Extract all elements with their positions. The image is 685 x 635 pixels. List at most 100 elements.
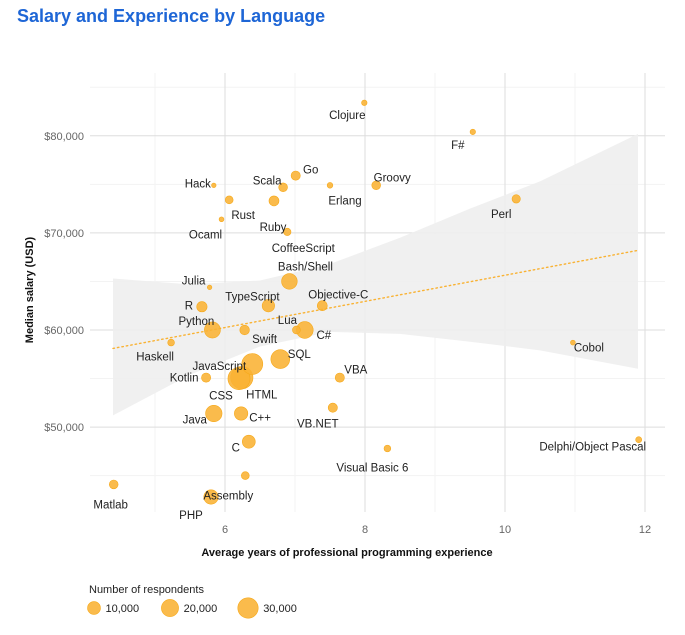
point-label: Julia [182, 275, 206, 287]
legend-label: 30,000 [263, 603, 297, 615]
tick-labels-layer: 6 8 10 12 $50,000 $60,000 $70,000 $80,000 [44, 131, 651, 536]
point-label: JavaScript [192, 361, 246, 373]
y-tick-label: $50,000 [44, 422, 84, 434]
point-delphi-object-pascal [635, 436, 643, 444]
point-labels-layer: Clojure F# Go Hack Scala Erlang Groovy Rust Perl… [93, 110, 646, 522]
point-matlab [108, 479, 119, 490]
point-coffeescript [283, 227, 292, 236]
confidence-band [113, 133, 638, 416]
point-label: Kotlin [170, 373, 199, 385]
point-f- [469, 128, 476, 135]
point-ocaml [218, 216, 225, 223]
point-assembly [241, 471, 250, 480]
point-label: CoffeeScript [272, 243, 336, 255]
point-label: TypeScript [225, 292, 280, 304]
point-label: Erlang [328, 195, 361, 207]
point-r [196, 301, 208, 313]
point-hack [211, 182, 217, 188]
point-label: Ocaml [189, 229, 222, 241]
point-julia [207, 284, 213, 290]
point-label: Hack [185, 178, 211, 190]
point-javascript [241, 353, 264, 375]
point-swift [239, 324, 250, 336]
point-rust [224, 195, 234, 205]
points-layer [108, 99, 643, 505]
point-label: Bash/Shell [278, 261, 333, 273]
point-bash-shell [281, 273, 298, 290]
chart-title: Salary and Experience by Language [17, 6, 326, 26]
legend-key [161, 599, 179, 617]
point-label: Python [178, 316, 214, 328]
y-tick-label: $60,000 [44, 325, 84, 337]
point-label: Lua [278, 315, 298, 327]
point-label: VB.NET [297, 419, 339, 431]
point-label: C++ [249, 413, 271, 425]
point-label: Clojure [329, 110, 365, 122]
point-label: C [232, 443, 240, 455]
y-tick-label: $70,000 [44, 228, 84, 240]
point-label: Rust [231, 210, 255, 222]
x-tick-label: 10 [499, 524, 511, 536]
point-label: Go [303, 165, 318, 177]
point-label: Haskell [136, 352, 174, 364]
point-label: Matlab [93, 499, 128, 511]
point-vba [334, 372, 345, 383]
point-label: Ruby [260, 222, 287, 234]
point-sql [270, 349, 291, 369]
x-axis-title: Average years of professional programmin… [201, 547, 492, 559]
point-label: Assembly [203, 491, 253, 503]
point-php [203, 489, 219, 505]
confidence-band-layer [113, 133, 638, 416]
point-typescript [261, 299, 275, 313]
point-groovy [371, 180, 381, 191]
point-cobol [570, 339, 576, 346]
point-label: SQL [288, 349, 312, 361]
point-perl [511, 194, 521, 204]
point-css [227, 367, 251, 390]
point-label: PHP [179, 510, 203, 522]
point-go [290, 170, 301, 181]
point-objective-c [317, 300, 328, 311]
point-label: Scala [253, 175, 282, 187]
point-erlang [326, 182, 334, 189]
point-label: Cobol [574, 343, 604, 355]
point-label: CSS [209, 391, 233, 403]
legend: 10,000 20,000 30,000 [87, 597, 297, 619]
point-label: Groovy [374, 172, 411, 184]
point-label: HTML [246, 390, 278, 402]
point-kotlin [201, 372, 212, 383]
point-label: Objective-C [308, 290, 368, 302]
legend-title: Number of respondents [89, 584, 204, 596]
point-scala [278, 182, 288, 193]
point-label: Perl [491, 209, 511, 221]
point-ruby [268, 195, 280, 207]
point-label: Swift [252, 334, 278, 346]
point-label: R [185, 301, 193, 313]
trend-line [112, 249, 639, 350]
x-tick-label: 6 [222, 524, 228, 536]
point-label: VBA [344, 365, 367, 377]
legend-key [87, 601, 101, 615]
y-axis-title: Median salary (USD) [24, 236, 36, 343]
point-haskell [167, 338, 175, 347]
trend-line-layer [112, 249, 639, 350]
point-label: C# [316, 330, 331, 342]
legend-label: 10,000 [105, 603, 139, 615]
y-tick-label: $80,000 [44, 131, 84, 143]
point-visual-basic-6 [383, 444, 392, 453]
x-tick-label: 8 [362, 524, 368, 536]
point-label: Delphi/Object Pascal [539, 442, 646, 454]
legend-key [237, 597, 259, 619]
point-clojure [361, 99, 368, 106]
point-c [242, 434, 256, 449]
point-label: Java [183, 415, 208, 427]
point-vb-net [327, 402, 338, 413]
x-tick-label: 12 [639, 524, 651, 536]
legend-label: 20,000 [184, 603, 218, 615]
point-python [204, 321, 221, 339]
point-lua [292, 325, 301, 335]
point-c- [234, 406, 249, 421]
point-java [205, 404, 223, 423]
point-label: F# [451, 140, 465, 152]
